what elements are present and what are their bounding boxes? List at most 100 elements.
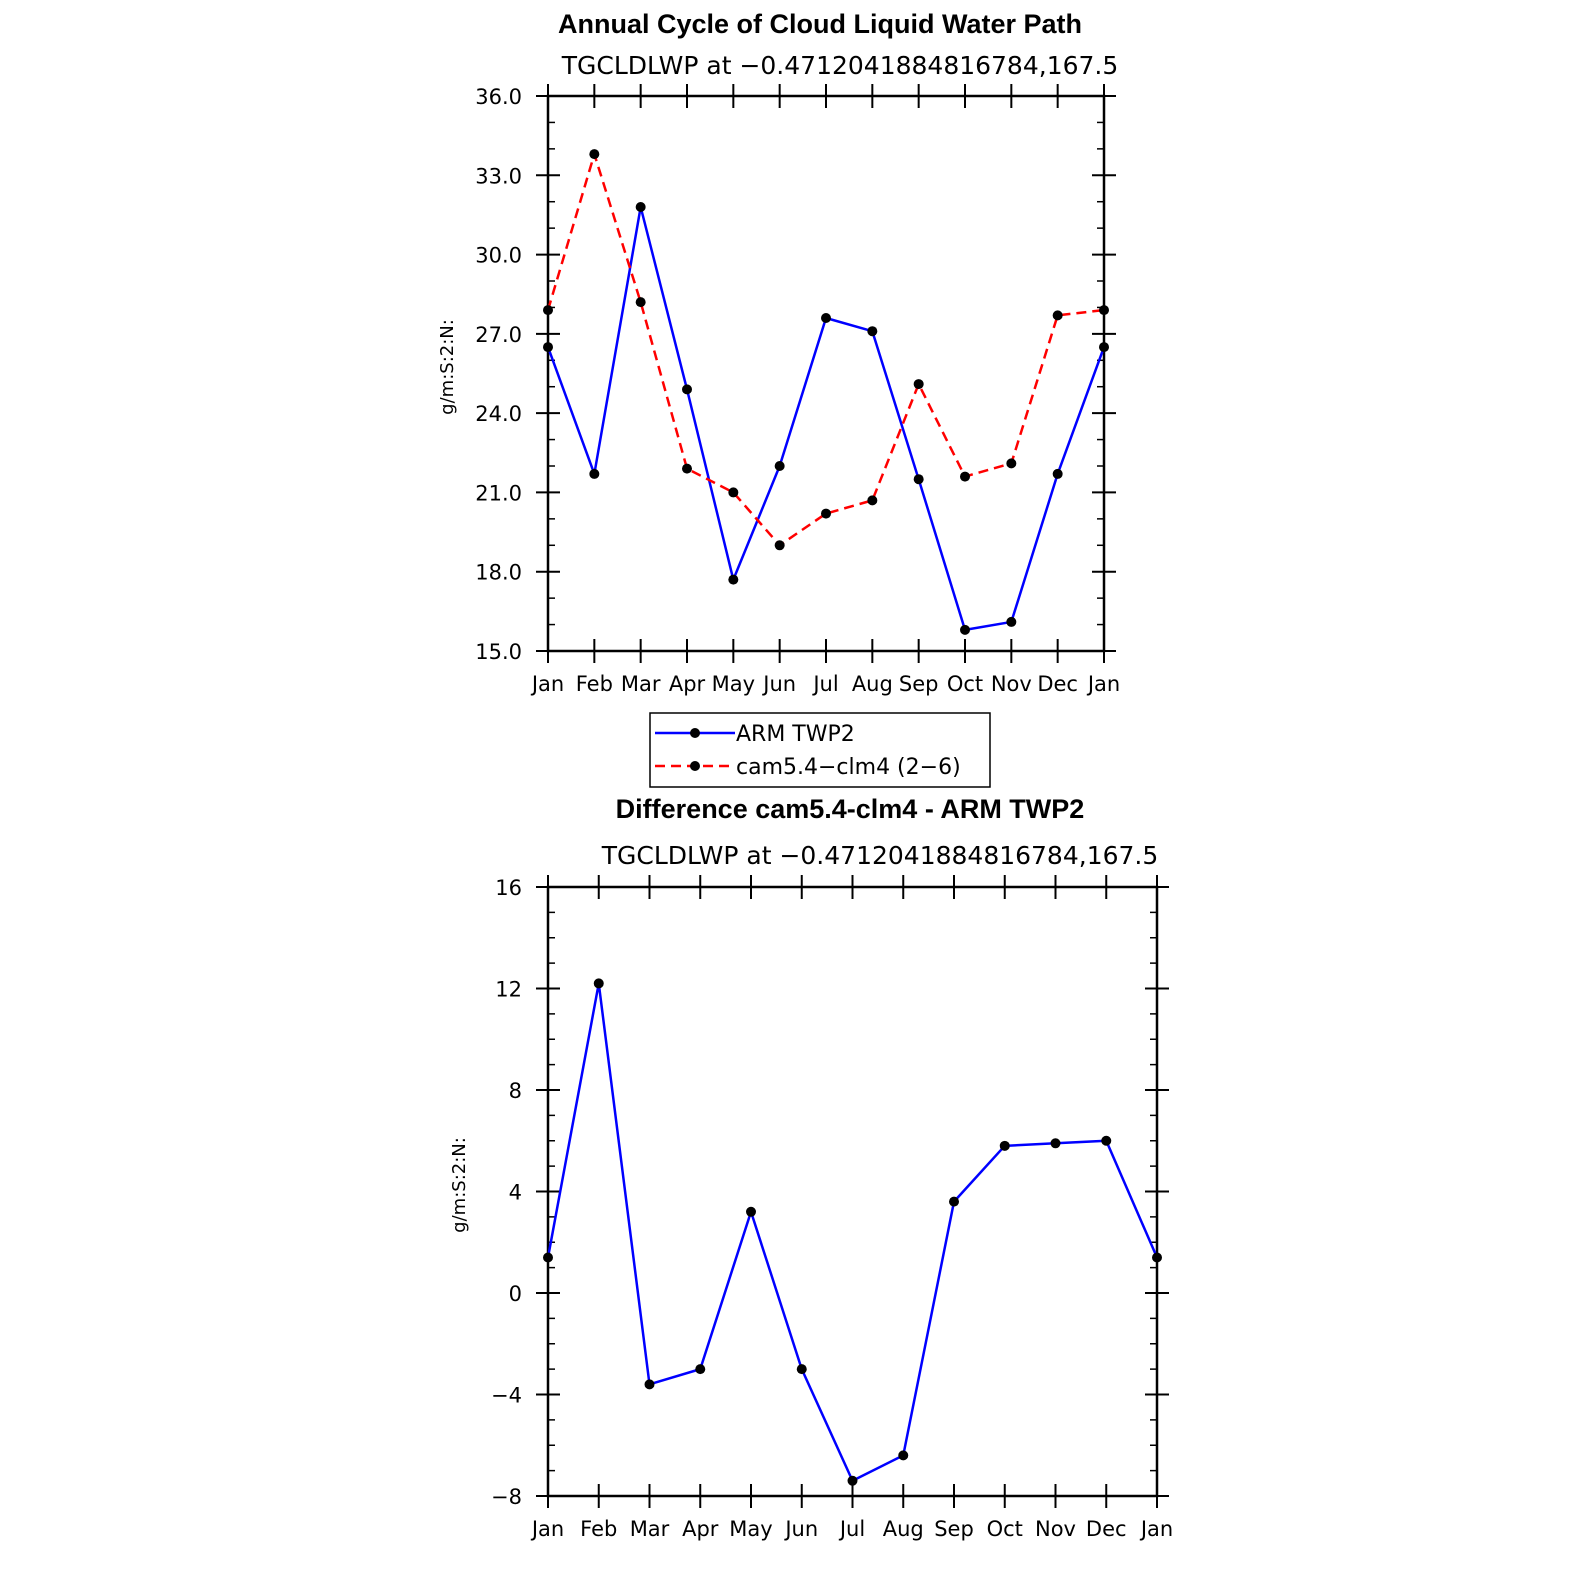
chart-annual-cycle: Annual Cycle of Cloud Liquid Water Path …: [437, 9, 1120, 696]
chart-title: Difference cam5.4-clm4 - ARM TWP2: [616, 794, 1085, 824]
data-point-0: [644, 1379, 655, 1390]
data-point-1: [913, 379, 924, 390]
y-tick-label: 36.0: [475, 85, 522, 109]
x-tick-label: Nov: [991, 672, 1032, 696]
legend-box: [649, 712, 991, 788]
data-point-1: [682, 463, 692, 474]
data-point-0: [746, 1206, 756, 1217]
chart-difference: Difference cam5.4-clm4 - ARM TWP2 TGCLDL…: [449, 794, 1173, 1541]
y-tick-label: 4: [509, 1181, 522, 1205]
x-tick-label: Jan: [1086, 672, 1120, 696]
data-point-0: [589, 468, 600, 479]
x-tick-label: Feb: [576, 672, 613, 696]
x-tick-label: May: [712, 672, 755, 696]
x-tick-label: Aug: [883, 1517, 924, 1541]
series-line-0: [546, 205, 1106, 632]
y-tick-label: 8: [509, 1079, 522, 1103]
x-tick-label: Aug: [852, 672, 893, 696]
y-tick-label: −8: [491, 1485, 522, 1509]
data-point-0: [695, 1364, 706, 1375]
y-tick-label: 0: [509, 1282, 522, 1306]
data-point-1: [728, 487, 739, 498]
data-point-0: [960, 624, 970, 635]
y-tick-label: 21.0: [475, 481, 522, 505]
data-point-0: [1101, 1135, 1112, 1146]
x-tick-label: Nov: [1035, 1517, 1076, 1541]
data-point-1: [960, 471, 970, 482]
x-tick-label: Jul: [838, 1517, 865, 1541]
plot-frame: [546, 94, 1106, 653]
plot-area: −8 −4 0 4 8 12 16 Jan Feb Mar Apr May Jun Jul Aug Sep Oc…: [491, 875, 1173, 1541]
y-tick-label: 12: [495, 978, 522, 1002]
y-tick-label: 18.0: [475, 561, 522, 585]
x-tick-label: Jan: [530, 672, 564, 696]
data-point-1: [543, 305, 553, 316]
x-tick-label: Jan: [530, 1517, 564, 1541]
y-tick-label: 27.0: [475, 323, 522, 347]
y-axis-label: g/m:S:2:N:: [437, 319, 458, 415]
y-tick-label: 16: [495, 876, 522, 900]
x-tick-label: Dec: [1086, 1517, 1127, 1541]
data-point-1: [867, 495, 878, 506]
data-point-0: [543, 342, 553, 353]
data-point-0: [543, 1252, 553, 1263]
data-point-0: [682, 384, 692, 395]
legend-marker-cam: [690, 761, 700, 771]
data-point-0: [796, 1364, 807, 1375]
data-point-0: [847, 1475, 858, 1486]
data-point-0: [1006, 616, 1017, 627]
data-point-1: [1099, 305, 1109, 316]
data-point-0: [635, 202, 646, 212]
series-line-1: [546, 152, 1105, 547]
legend-label-arm: ARM TWP2: [736, 722, 855, 747]
x-tick-label: Jul: [811, 672, 838, 696]
chart-subtitle: TGCLDLWP at −0.4712041884816784,167.5: [601, 841, 1159, 870]
data-point-1: [821, 508, 831, 519]
data-point-0: [821, 313, 831, 323]
legend-label-cam: cam5.4−clm4 (2−6): [736, 755, 961, 780]
data-point-0: [728, 574, 739, 585]
series-group: [543, 149, 1109, 635]
x-tick-label: Jun: [783, 1517, 818, 1541]
x-tick-label: Apr: [682, 1517, 719, 1541]
x-tick-label: Apr: [669, 672, 706, 696]
x-tick-label: Feb: [580, 1517, 617, 1541]
x-tick-label: Jan: [1139, 1517, 1173, 1541]
y-tick-label: 15.0: [475, 640, 522, 664]
data-point-0: [949, 1196, 959, 1207]
legend-marker-arm: [690, 728, 700, 738]
data-point-0: [593, 978, 604, 989]
data-point-0: [774, 461, 785, 471]
x-tick-label: Mar: [630, 1517, 670, 1541]
chart-subtitle: TGCLDLWP at −0.4712041884816784,167.5: [561, 51, 1119, 80]
y-tick-label: 24.0: [475, 402, 522, 426]
x-tick-label: Oct: [947, 672, 983, 696]
data-point-1: [1006, 458, 1017, 469]
x-tick-label: Sep: [899, 672, 939, 696]
data-point-1: [1052, 310, 1063, 321]
x-tick-label: Oct: [987, 1517, 1023, 1541]
x-tick-label: Sep: [934, 1517, 974, 1541]
data-point-1: [589, 149, 600, 160]
data-point-0: [913, 474, 924, 485]
data-point-0: [1152, 1252, 1162, 1263]
y-axis-label: g/m:S:2:N:: [449, 1137, 470, 1233]
y-tick-label: −4: [491, 1384, 522, 1408]
plot-area: 15.0 18.0 21.0 24.0 27.0 30.0 33.0 36.0 Jan Feb Ma…: [475, 84, 1120, 696]
x-tick-label: Jun: [761, 672, 796, 696]
series-line-0: [546, 982, 1159, 1483]
x-tick-label: Dec: [1037, 672, 1078, 696]
y-tick-label: 33.0: [475, 164, 522, 188]
data-point-0: [1050, 1138, 1061, 1149]
data-point-0: [1052, 468, 1063, 479]
data-point-1: [635, 297, 646, 308]
data-point-0: [867, 326, 878, 337]
legend: ARM TWP2 cam5.4−clm4 (2−6): [649, 712, 991, 788]
data-point-0: [999, 1140, 1010, 1151]
x-tick-label: Mar: [621, 672, 661, 696]
data-point-0: [898, 1450, 909, 1461]
data-point-0: [1099, 342, 1109, 353]
x-tick-label: May: [729, 1517, 772, 1541]
chart-title: Annual Cycle of Cloud Liquid Water Path: [558, 9, 1082, 39]
